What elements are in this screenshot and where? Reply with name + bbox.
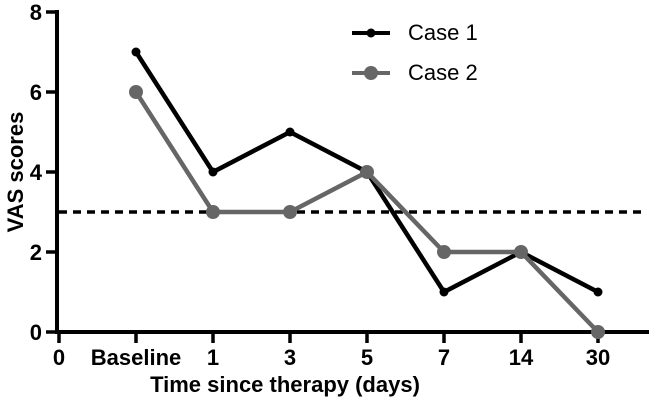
case-2-point (283, 205, 297, 219)
case-2-point (514, 245, 528, 259)
legend-label-case-2: Case 2 (408, 60, 478, 85)
case-2-point (437, 245, 451, 259)
y-tick-label: 2 (30, 240, 42, 265)
x-tick-label: 7 (438, 345, 450, 370)
case-1-marker-icon (352, 25, 390, 41)
x-tick-label: 0 (53, 345, 65, 370)
case-2-marker-icon (352, 65, 390, 81)
case-2-point (360, 165, 374, 179)
x-tick-label: 3 (284, 345, 296, 370)
x-axis-title: Time since therapy (days) (150, 372, 420, 397)
x-tick-label: Baseline (91, 345, 182, 370)
x-tick-label: 5 (361, 345, 373, 370)
legend-item-case-1: Case 1 (352, 13, 478, 53)
y-tick-label: 6 (30, 80, 42, 105)
case-1-point (439, 287, 449, 297)
case-1-point (131, 47, 141, 57)
legend-item-case-2: Case 2 (352, 53, 478, 93)
x-tick-label: 30 (586, 345, 610, 370)
legend: Case 1 Case 2 (352, 13, 478, 93)
y-tick-label: 8 (30, 0, 42, 25)
case-1-point (208, 167, 218, 177)
y-tick-label: 4 (30, 160, 43, 185)
x-tick-label: 1 (207, 345, 219, 370)
y-tick-label: 0 (30, 320, 42, 345)
case-2-point (591, 325, 605, 339)
x-tick-label: 14 (509, 345, 534, 370)
case-2-point (206, 205, 220, 219)
case-2-point (129, 85, 143, 99)
y-axis-title: VAS scores (3, 111, 28, 233)
legend-label-case-1: Case 1 (408, 20, 478, 45)
case-1-point (285, 127, 295, 137)
case-1-point (593, 287, 603, 297)
